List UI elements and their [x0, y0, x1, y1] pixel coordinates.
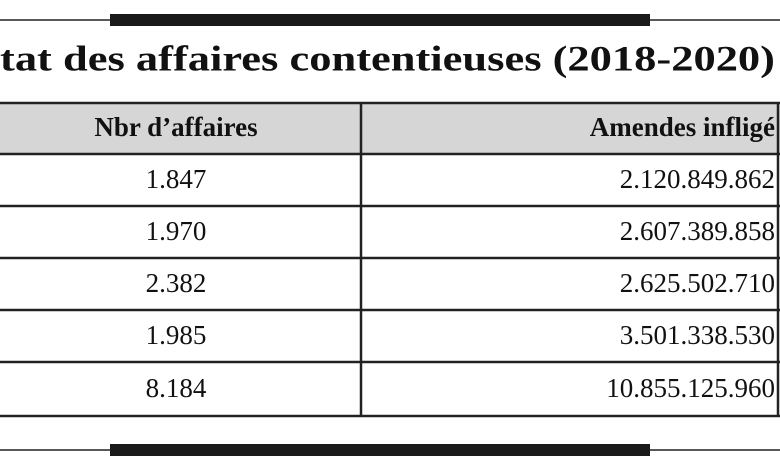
cell: 10.855.125.960: [606, 373, 775, 403]
rule-bar: [110, 14, 650, 26]
cell: 1.985: [146, 320, 207, 350]
title: tat des affaires contentieuses (2018-202…: [0, 38, 775, 78]
cell: 3.501.338.530: [620, 320, 775, 350]
cell: 2.382: [146, 268, 207, 298]
cell: 2.120.849.862: [620, 164, 775, 194]
cell: 2.607.389.858: [620, 216, 775, 246]
cell: 1.970: [146, 216, 207, 246]
rule-bar: [110, 444, 650, 456]
column-header: Nbr d’affaires: [94, 112, 257, 142]
column-header: Amendes infligé: [590, 112, 775, 142]
cell: 8.184: [146, 373, 207, 403]
header-bg: [0, 103, 780, 154]
cell: 2.625.502.710: [620, 268, 775, 298]
grid: [0, 101, 780, 418]
cell: 1.847: [146, 164, 207, 194]
